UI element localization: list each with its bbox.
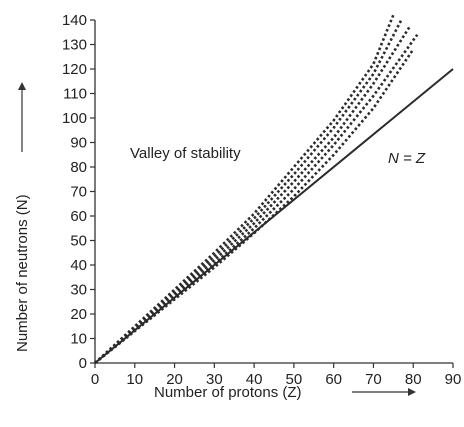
- series-line-stability-4: [94, 33, 419, 364]
- y-tick-label-120: 120: [62, 61, 87, 78]
- x-tick-label-60: 60: [325, 371, 342, 388]
- series-line-stability-2: [94, 19, 403, 364]
- y-tick-label-100: 100: [62, 110, 87, 127]
- x-tick-label-80: 80: [405, 371, 422, 388]
- series-line-stability-3: [94, 26, 411, 364]
- series-line-stability-5: [94, 48, 415, 365]
- x-tick-label-50: 50: [286, 371, 303, 388]
- x-tick-label-10: 10: [126, 371, 143, 388]
- x-tick-label-20: 20: [166, 371, 183, 388]
- y-tick-label-50: 50: [70, 233, 87, 250]
- y-tick-label-10: 10: [70, 331, 87, 348]
- x-axis-label: Number of protons (Z): [154, 384, 302, 401]
- y-tick-label-20: 20: [70, 306, 87, 323]
- y-tick-label-60: 60: [70, 208, 87, 225]
- x-tick-label-30: 30: [206, 371, 223, 388]
- series-group: [94, 14, 454, 365]
- y-tick-label-40: 40: [70, 257, 87, 274]
- y-tick-label-110: 110: [63, 86, 87, 103]
- x-tick-label-90: 90: [445, 371, 462, 388]
- ticks: 0 10 20 30 40 50 60 70 80 90 0 10 20 30 40 50 60 70 80 90 10…: [62, 12, 461, 388]
- x-axis-arrowhead: [408, 388, 416, 396]
- y-tick-label-30: 30: [70, 282, 87, 299]
- annotation-valley-of-stability: Valley of stability: [130, 145, 241, 162]
- x-tick-label-70: 70: [365, 371, 382, 388]
- x-tick-label-0: 0: [91, 371, 99, 388]
- series-line-stability-1: [94, 14, 395, 364]
- y-tick-label-130: 130: [62, 37, 87, 54]
- y-tick-label-80: 80: [70, 159, 87, 176]
- x-tick-label-40: 40: [246, 371, 263, 388]
- y-tick-label-0: 0: [79, 355, 87, 372]
- y-tick-label-140: 140: [62, 12, 87, 29]
- x-axis-title: Number of protons (Z): [154, 384, 416, 401]
- y-tick-label-90: 90: [70, 135, 87, 152]
- y-tick-label-70: 70: [70, 184, 87, 201]
- y-axis-label: Number of neutrons (N): [14, 194, 31, 352]
- annotation-n-equals-z: N = Z: [388, 150, 426, 167]
- y-axis-arrowhead: [18, 82, 26, 90]
- axes: [94, 20, 453, 364]
- y-axis-title: Number of neutrons (N): [14, 82, 31, 352]
